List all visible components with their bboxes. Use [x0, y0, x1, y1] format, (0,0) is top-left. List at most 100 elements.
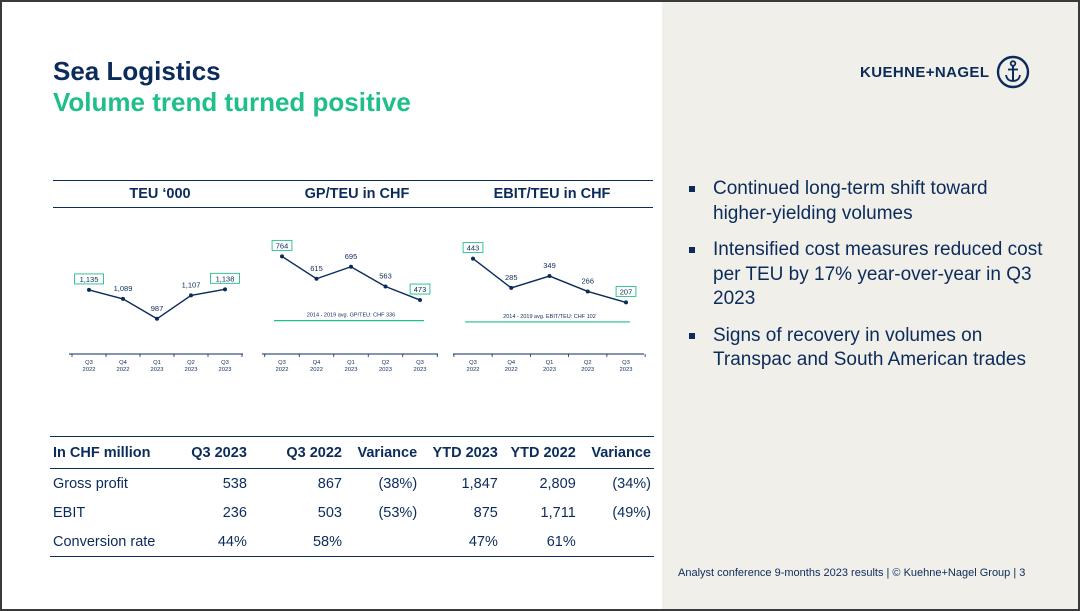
key-point-text: Intensified cost measures reduced cost p…: [713, 239, 1043, 309]
x-tick-label: 2022: [117, 367, 130, 373]
data-label: 473: [414, 285, 427, 294]
table-cell: 236: [222, 504, 247, 521]
table-cell: (49%): [612, 504, 651, 521]
x-tick-label: Q1: [546, 360, 554, 366]
data-point: [585, 289, 590, 294]
bullet-square-icon: [689, 186, 695, 192]
chart-title-teu: TEU ‘000: [129, 186, 191, 202]
average-reference-label: 2014 - 2019 avg. EBIT/TEU: CHF 102: [503, 314, 596, 320]
chart-title-ebit-teu: EBIT/TEU in CHF: [493, 186, 611, 202]
data-label: 1,138: [216, 274, 235, 283]
data-point: [509, 285, 514, 290]
key-point-item: Intensified cost measures reduced cost p…: [686, 238, 1046, 312]
x-tick-label: Q2: [584, 360, 592, 366]
data-label: 285: [505, 273, 518, 282]
table-cell: 1,711: [540, 504, 576, 521]
table-row: Gross profit 538 867 (38%) 1,847 2,809 (…: [50, 469, 654, 499]
x-tick-label: 2023: [219, 367, 232, 373]
table-cell: Conversion rate: [53, 533, 156, 550]
column-header: YTD 2023: [432, 444, 498, 461]
x-tick-label: Q1: [347, 360, 355, 366]
x-tick-label: Q3: [278, 360, 286, 366]
data-point: [314, 276, 319, 281]
line-charts: 1,1351,0899871,1071,138Q32022Q42022Q1202…: [69, 239, 646, 373]
x-tick-label: Q3: [221, 360, 229, 366]
data-label: 1,135: [80, 275, 99, 284]
data-point: [189, 293, 193, 298]
data-point: [547, 274, 552, 279]
logo-text: KUEHNE+NAGEL: [860, 63, 990, 81]
data-point: [349, 264, 353, 269]
chart-3: 2014 - 2019 avg. EBIT/TEU: CHF 102 443 285…: [453, 242, 646, 373]
column-header: Q3 2022: [286, 444, 342, 461]
charts-header-bottom-rule: [53, 207, 653, 208]
data-point: [383, 284, 388, 289]
x-tick-label: Q3: [85, 360, 93, 366]
table-row: EBIT 236 503 (53%) 875 1,711 (49%): [50, 498, 654, 527]
x-tick-label: Q2: [382, 360, 390, 366]
data-label: 615: [310, 264, 323, 273]
x-tick-label: Q4: [119, 360, 128, 366]
charts-header-top-rule: [53, 180, 653, 181]
x-tick-label: 2023: [581, 367, 594, 373]
data-point: [471, 256, 475, 261]
key-point-text: Continued long-term shift toward higher-…: [713, 178, 988, 224]
x-tick-label: 2022: [505, 367, 518, 373]
x-tick-label: 2023: [185, 367, 198, 373]
data-point: [418, 298, 422, 303]
table-cell: 503: [317, 504, 342, 521]
table-cell: (34%): [612, 475, 651, 492]
data-label: 695: [345, 252, 358, 261]
table-row: Conversion rate 44% 58% 47% 61%: [50, 527, 654, 557]
table-cell: EBIT: [53, 504, 86, 521]
footer-text: Analyst conference 9-months 2023 results…: [678, 567, 1026, 579]
data-point: [624, 300, 628, 305]
data-point: [223, 287, 227, 292]
data-label: 207: [620, 287, 633, 296]
column-header: YTD 2022: [510, 444, 576, 461]
column-header: Q3 2023: [191, 444, 247, 461]
table-cell: 47%: [468, 533, 498, 550]
table-cell: 1,847: [461, 475, 498, 492]
table-cell: (53%): [378, 504, 418, 521]
table-cell: 2,809: [539, 475, 576, 492]
x-tick-label: 2023: [620, 367, 633, 373]
data-label-box: [462, 242, 484, 254]
table-cell: Gross profit: [53, 475, 128, 492]
data-label: 266: [581, 276, 594, 285]
column-header: Variance: [591, 444, 651, 461]
column-header: Variance: [357, 444, 418, 461]
bullet-square-icon: [689, 332, 695, 339]
table-cell: [579, 527, 654, 557]
key-point-item: Signs of recovery in volumes on Transpac…: [686, 324, 1046, 373]
data-point: [280, 254, 284, 259]
x-tick-label: Q3: [416, 360, 424, 366]
data-point: [87, 287, 91, 292]
data-label-box: [271, 239, 293, 251]
table-cell: 875: [473, 504, 498, 521]
data-label: 563: [379, 272, 392, 281]
key-point-text: Signs of recovery in volumes on Transpac…: [713, 324, 1026, 371]
x-tick-label: 2022: [276, 367, 289, 373]
data-label-box: [409, 283, 431, 295]
x-tick-label: Q1: [153, 360, 161, 366]
chart-title-gp-teu: GP/TEU in CHF: [304, 186, 410, 202]
x-tick-label: Q2: [187, 360, 195, 366]
data-point: [121, 296, 125, 301]
data-point: [155, 316, 159, 321]
x-tick-label: 2023: [151, 367, 164, 373]
table-cell: 867: [317, 475, 342, 492]
table-cell: 61%: [546, 533, 576, 550]
data-label: 443: [467, 244, 480, 253]
chart-2: 2014 - 2019 avg. GP/TEU: CHF 336 764 615 69…: [262, 239, 438, 373]
x-tick-label: 2022: [310, 367, 323, 373]
anchor-icon: [997, 55, 1030, 89]
x-tick-label: 2023: [345, 367, 358, 373]
table-cell: [345, 527, 420, 557]
chart-1: 1,1351,0899871,1071,138Q32022Q42022Q1202…: [69, 272, 243, 373]
data-label-box: [74, 273, 104, 285]
x-tick-label: Q3: [469, 360, 477, 366]
x-tick-label: Q4: [507, 360, 516, 366]
x-tick-label: 2022: [467, 367, 480, 373]
